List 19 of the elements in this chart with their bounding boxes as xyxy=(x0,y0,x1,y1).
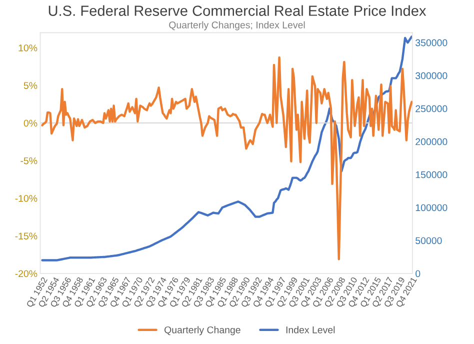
y-tick-label: -20% xyxy=(15,270,38,278)
y2-tick-label: 300000 xyxy=(416,72,448,80)
chart-title: U.S. Federal Reserve Commercial Real Estate Price Index xyxy=(48,5,426,16)
y-tick-label: 10% xyxy=(18,44,38,52)
y2-tick-label: 0 xyxy=(416,270,420,278)
y2-tick-label: 150000 xyxy=(416,171,448,178)
y-tick-label: -15% xyxy=(15,232,38,240)
y-tick-label: 5% xyxy=(24,82,38,89)
y2-tick-label: 250000 xyxy=(416,105,448,112)
y2-tick-label: 100000 xyxy=(416,204,448,212)
y-tick-label: -10% xyxy=(15,194,38,202)
y2-tick-label: 350000 xyxy=(416,39,448,46)
legend-label: Index Level xyxy=(286,326,335,334)
y-tick-label: -5% xyxy=(20,157,38,164)
chart-subtitle: Quarterly Changes; Index Level xyxy=(169,21,305,30)
legend-label: Quarterly Change xyxy=(164,326,240,336)
y-tick-label: 0% xyxy=(24,120,38,127)
y2-tick-label: 50000 xyxy=(416,237,442,244)
y2-tick-label: 200000 xyxy=(416,138,448,146)
